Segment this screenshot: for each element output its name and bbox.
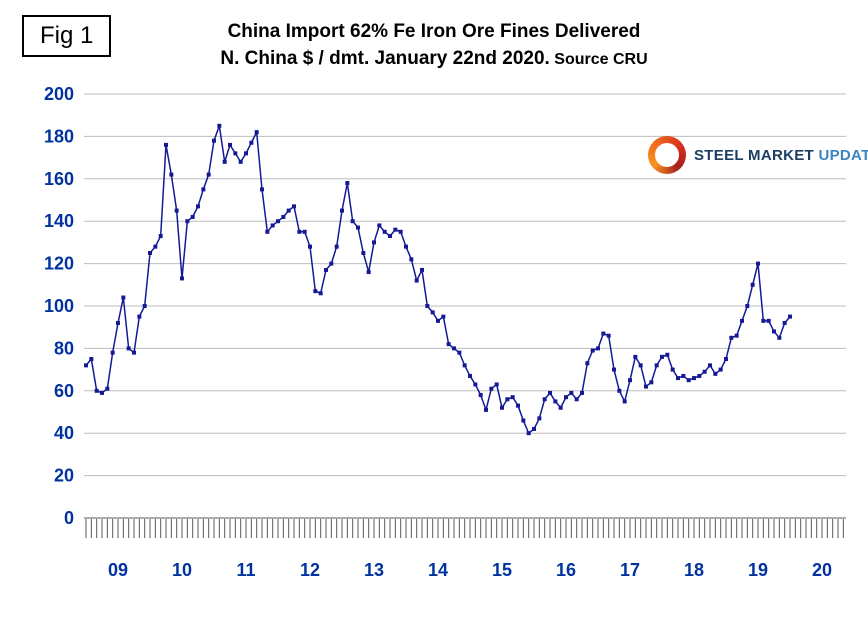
svg-text:160: 160: [44, 169, 74, 189]
chart-title: China Import 62% Fe Iron Ore Fines Deliv…: [0, 20, 868, 71]
chart-title-source: Source CRU: [549, 50, 648, 68]
svg-text:16: 16: [556, 560, 576, 580]
svg-text:18: 18: [684, 560, 704, 580]
chart-title-line2: N. China $ / dmt. January 22nd 2020. Sou…: [0, 47, 868, 71]
chart-title-line1: China Import 62% Fe Iron Ore Fines Deliv…: [227, 21, 641, 42]
svg-text:10: 10: [172, 560, 192, 580]
chart-title-line2-main: N. China $ / dmt. January 22nd 2020.: [220, 47, 550, 69]
svg-text:100: 100: [44, 296, 74, 316]
fig-label: Fig 1: [40, 22, 94, 49]
svg-text:11: 11: [236, 560, 255, 580]
svg-text:12: 12: [300, 560, 320, 580]
svg-text:19: 19: [748, 560, 768, 580]
svg-text:14: 14: [428, 560, 448, 580]
svg-text:09: 09: [108, 560, 128, 580]
data-markers: [84, 123, 792, 436]
svg-text:140: 140: [44, 211, 74, 231]
svg-text:15: 15: [492, 560, 512, 580]
smu-logo-text: STEEL MARKET UPDATE: [694, 147, 868, 164]
smu-logo-icon: [648, 136, 686, 174]
svg-text:13: 13: [364, 560, 384, 580]
svg-text:120: 120: [44, 254, 74, 274]
svg-text:20: 20: [812, 560, 832, 580]
x-axis-labels: 09 10 11 12 13 14 15 16 17 18 19 20: [108, 560, 832, 580]
smu-logo-word-update: UPDATE: [818, 146, 868, 164]
y-axis-labels: 0 20 40 60 80 100 120 140 160 180 200: [44, 84, 74, 528]
svg-text:20: 20: [54, 466, 74, 486]
svg-text:17: 17: [620, 560, 640, 580]
smu-logo-word-steel: STEEL: [694, 146, 744, 164]
svg-text:40: 40: [54, 423, 74, 443]
svg-text:80: 80: [54, 338, 74, 358]
smu-logo-icon-inner: [655, 143, 679, 167]
svg-text:60: 60: [54, 381, 74, 401]
svg-text:0: 0: [64, 508, 74, 528]
fig-label-box: Fig 1: [22, 15, 112, 57]
smu-logo: STEEL MARKET UPDATE: [648, 136, 868, 174]
x-minor-ticks: [85, 519, 844, 538]
svg-text:180: 180: [44, 126, 74, 146]
gridlines: [84, 93, 846, 519]
smu-logo-word-market: MARKET: [748, 146, 815, 164]
svg-text:200: 200: [44, 84, 74, 104]
